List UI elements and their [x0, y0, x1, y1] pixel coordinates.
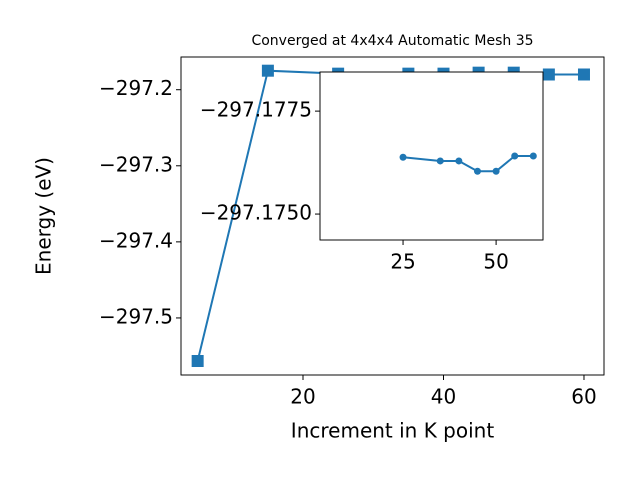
plot-border [319, 71, 544, 241]
x-tick-label: 40 [431, 385, 456, 409]
y-axis-label: Energy (eV) [32, 157, 56, 275]
plot-area [319, 71, 544, 241]
x-axis-label: Increment in K point [291, 419, 495, 443]
x-tick-label: 20 [290, 385, 315, 409]
data-point [261, 64, 274, 77]
data-point [455, 157, 463, 165]
data-point [529, 152, 537, 160]
data-point [399, 153, 407, 161]
y-tick-label: −297.1750 [200, 201, 312, 225]
x-tick-label: 60 [571, 385, 596, 409]
data-point [511, 152, 519, 160]
data-point [542, 68, 555, 81]
data-point [492, 167, 500, 175]
data-point [577, 68, 590, 81]
y-tick-label: −297.2 [99, 76, 173, 100]
x-tick-label: 25 [390, 250, 415, 274]
y-tick-label: −297.3 [99, 152, 173, 176]
x-tick-label: 50 [483, 250, 508, 274]
data-point [473, 167, 481, 175]
chart-title: Converged at 4x4x4 Automatic Mesh 35 [251, 33, 533, 49]
y-tick-label: −297.5 [99, 304, 173, 328]
y-tick-label: −297.1775 [200, 98, 312, 122]
plot-border [180, 56, 605, 376]
y-tick-label: −297.4 [99, 228, 173, 252]
inset-chart: 25 50 −297.1775 −297.1750 [200, 71, 544, 274]
plot-content [399, 152, 537, 175]
data-point [191, 355, 204, 368]
data-point [436, 157, 444, 165]
